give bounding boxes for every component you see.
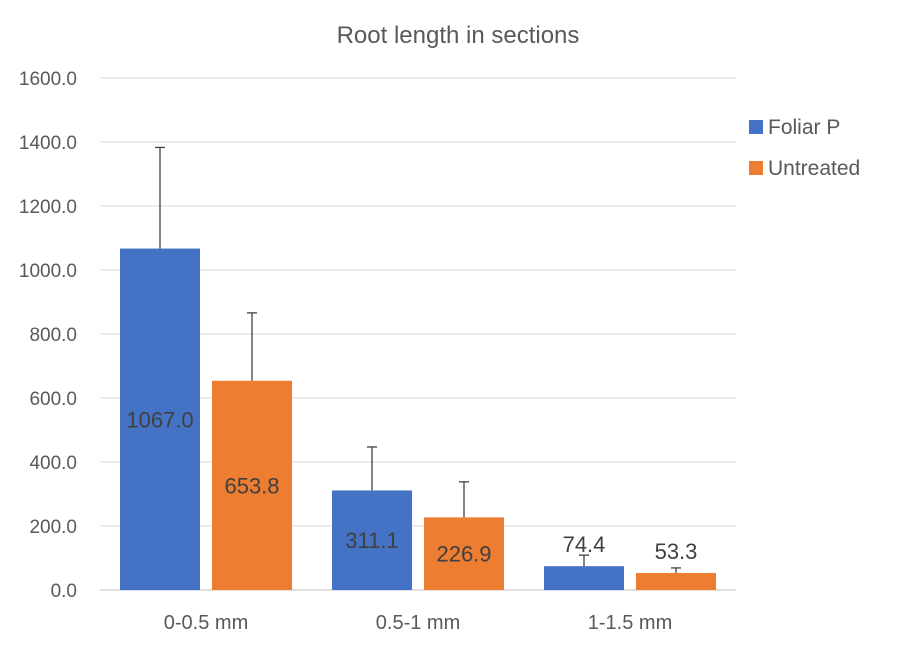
x-tick-label: 0.5-1 mm — [376, 612, 460, 634]
data-label: 653.8 — [224, 473, 279, 498]
y-tick-label: 800.0 — [29, 325, 77, 346]
bar-foliar-p — [544, 566, 624, 590]
x-tick-label: 0-0.5 mm — [164, 612, 248, 634]
y-tick-label: 200.0 — [29, 517, 77, 538]
bar-untreated — [424, 517, 504, 590]
chart-title: Root length in sections — [337, 22, 580, 49]
legend-swatch-untreated — [749, 161, 763, 175]
y-axis-ticks: 0.0 200.0 400.0 600.0 800.0 1000.0 1200.0 1400.… — [19, 69, 77, 602]
data-label: 311.1 — [345, 528, 398, 553]
bar-foliar-p — [120, 248, 200, 590]
bar-foliar-p — [332, 490, 412, 590]
x-tick-label: 1-1.5 mm — [588, 612, 672, 634]
x-axis-ticks: 0-0.5 mm 0.5-1 mm 1-1.5 mm — [164, 612, 672, 634]
data-label: 53.3 — [655, 539, 698, 564]
bar-layer — [120, 248, 716, 590]
data-label: 226.9 — [436, 542, 491, 567]
y-tick-label: 0.0 — [51, 581, 77, 602]
legend: Foliar P Untreated — [749, 116, 860, 180]
bar-untreated — [636, 572, 716, 590]
error-bar-layer — [155, 146, 681, 573]
y-tick-label: 400.0 — [29, 453, 77, 474]
grid-layer — [100, 77, 736, 591]
y-tick-label: 600.0 — [29, 389, 77, 410]
bar-untreated — [212, 380, 292, 590]
y-tick-label: 1200.0 — [19, 197, 77, 218]
legend-label: Foliar P — [768, 116, 840, 139]
y-tick-label: 1000.0 — [19, 261, 77, 282]
y-tick-label: 1600.0 — [19, 69, 77, 90]
legend-swatch-foliar-p — [749, 120, 763, 134]
data-label: 1067.0 — [126, 407, 193, 432]
legend-label: Untreated — [768, 157, 860, 180]
y-tick-label: 1400.0 — [19, 133, 77, 154]
data-label: 74.4 — [563, 532, 606, 557]
data-label-layer: 1067.0 653.8 311.1 226.9 74.4 53.3 — [126, 407, 697, 566]
